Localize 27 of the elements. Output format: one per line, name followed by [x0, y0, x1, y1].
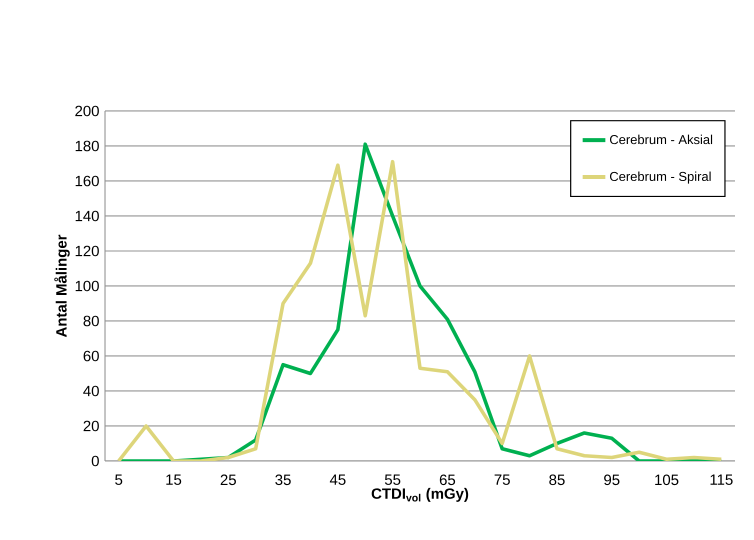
y-tick-label: 160	[76, 176, 99, 186]
x-tick-label: 25	[220, 474, 236, 486]
x-tick-label: 45	[330, 474, 346, 485]
x-tick-label: 85	[549, 474, 565, 486]
y-tick-label: 200	[75, 106, 99, 116]
x-tick-label: 35	[275, 474, 291, 486]
legend-label: Cerebrum - Aksial	[610, 134, 712, 144]
x-tick-label: 105	[655, 474, 678, 486]
y-tick-label: 120	[76, 246, 99, 256]
x-tick-label: 95	[604, 474, 620, 486]
x-tick-label: 65	[440, 474, 456, 486]
y-tick-label: 100	[76, 280, 99, 292]
y-tick-label: 140	[76, 210, 99, 222]
x-tick-label: 55	[384, 474, 400, 485]
x-axis-title: CTDI$_{vol}$ (mGy)	[372, 488, 468, 502]
y-tick-label: 0	[92, 456, 99, 466]
y-tick-label: 80	[84, 316, 99, 326]
x-tick-label: 15	[166, 474, 182, 485]
y-axis-title: Antal Målinger	[54, 234, 70, 338]
legend-label: Cerebrum - Spiral	[610, 172, 711, 184]
x-tick-label: 75	[494, 474, 510, 485]
y-tick-label: 20	[84, 420, 99, 432]
y-tick-label: 40	[83, 386, 99, 396]
y-tick-label: 180	[76, 140, 99, 152]
x-tick-label: 5	[115, 474, 122, 485]
y-tick-label: 60	[84, 350, 99, 362]
x-tick-label: 115	[710, 474, 733, 485]
